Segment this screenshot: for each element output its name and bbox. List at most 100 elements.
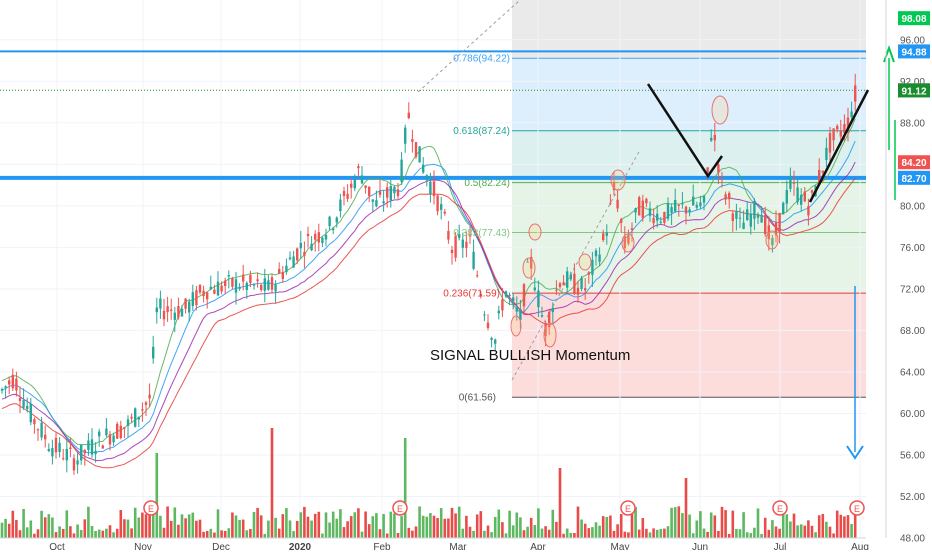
volume-bar [439,508,443,538]
volume-bar [141,512,144,538]
candle-body [206,292,209,300]
candle-body [137,416,140,420]
volume-bar [673,507,677,538]
candle-body [713,134,716,141]
y-tick-label: 48.00 [900,534,925,545]
candle-body [281,272,284,280]
candle-body [270,277,274,290]
volume-bar [285,508,288,538]
candle-body [342,191,346,197]
volume-bar [540,528,544,538]
volume-bar [663,528,666,538]
x-tick-label: Dec [212,542,230,550]
candle-body [299,242,302,249]
candle-body [26,405,29,409]
volume-bar [519,517,522,538]
volume-bar [853,507,857,538]
volume-bar [825,521,828,538]
volume-bar [670,507,673,538]
volume-bar [79,529,83,538]
volume-bar [753,527,756,538]
volume-bar [281,514,285,538]
volume-bar [778,528,781,538]
candle-body [702,195,706,203]
volume-bar [681,513,684,538]
volume-bar [123,519,126,538]
volume-bar [544,526,547,538]
candle-body [328,216,331,227]
candle-body [242,274,245,282]
fib-zone-top [512,0,866,59]
candle-body [224,280,227,287]
volume-bar [328,522,331,538]
volume-bar [65,510,69,538]
candle-body [497,310,500,314]
signal-annotation: SIGNAL BULLISH Momentum [430,347,630,364]
volume-bar [310,520,313,538]
volume-bar [432,515,436,538]
earnings-marker-label: E [854,504,860,514]
candle-body [76,460,79,465]
candle-body [267,280,270,290]
volume-bar [634,506,637,538]
candle-body [396,189,400,197]
volume-bar [112,532,115,538]
volume-bar [583,523,587,538]
candle-body [659,221,662,223]
candle-body [620,219,623,223]
volume-bar [375,513,378,538]
volume-bar [789,521,792,538]
volume-bar [576,506,580,538]
fib-label: 0.786(94.22) [453,54,510,65]
volume-bar [90,526,94,538]
volume-bar [15,519,18,538]
volume-bar [83,519,87,538]
candle-body [731,213,734,221]
volume-bar [346,521,349,538]
candle-body [94,450,97,454]
candle-body [710,137,713,141]
candle-body [263,278,266,291]
volume-bar [645,528,648,538]
candle-body [4,386,7,388]
candle-body [746,209,749,221]
candle-body [735,210,738,219]
candle-body [699,202,702,207]
volume-bar [252,511,256,538]
volume-bar [324,512,328,538]
volume-bar [609,515,612,538]
volume-bar [292,531,295,538]
candle-body [317,232,320,243]
candle-body [674,200,677,212]
fib-zone-0618 [512,130,866,183]
candle-body [101,445,104,449]
volume-bar [195,520,198,538]
volume-bar [850,523,853,538]
volume-bar [267,520,270,538]
candle-body [220,285,223,292]
candle-body [65,448,68,461]
candle-body [227,275,230,277]
candle-body [339,199,342,212]
fib-trend-upper [417,0,521,93]
volume-bar [148,510,151,538]
candle-body [821,170,824,173]
candle-body [191,292,194,306]
volume-bar [47,514,51,538]
candle-body [612,182,616,191]
x-tick-label: Jul [774,542,787,550]
candle-body [616,199,619,209]
candle-body [771,238,774,246]
y-tick-label: 60.00 [900,409,925,420]
volume-bar [771,520,774,538]
volume-bar [105,528,108,538]
x-tick-label: 2020 [289,542,312,550]
volume-bar [612,530,616,538]
drawings [510,45,896,460]
highlight-ellipse [578,253,592,271]
volume-bar [414,526,418,538]
candle-body [490,337,493,340]
